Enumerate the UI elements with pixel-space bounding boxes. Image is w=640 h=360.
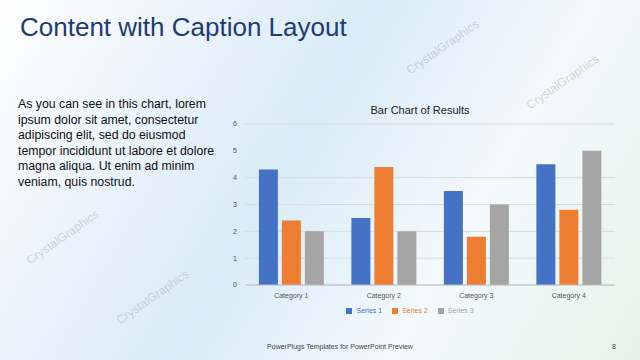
svg-text:Category 2: Category 2 (367, 292, 401, 300)
svg-text:1: 1 (233, 255, 237, 262)
svg-text:3: 3 (233, 201, 237, 208)
svg-text:4: 4 (233, 174, 237, 181)
svg-text:Category 1: Category 1 (274, 292, 308, 300)
svg-text:2: 2 (233, 228, 237, 235)
html-text:CrystalGraphics: CrystalGraphics (113, 266, 192, 328)
html-text:CrystalGraphics: CrystalGraphics (403, 16, 482, 78)
html-text:Series 1: Series 1 (356, 307, 383, 314)
html-text:8: 8 (612, 343, 616, 350)
html-text:As you can see in this chart,: As you can see in this chart, lorem ipsu… (18, 97, 215, 189)
svg-text:0: 0 (233, 281, 237, 288)
html-text:PowerPlugs Templates for Power: PowerPlugs Templates for PowerPoint Prev… (267, 343, 413, 350)
html-text:Content with Caption Layout: Content with Caption Layout (20, 12, 347, 42)
html-text:CrystalGraphics: CrystalGraphics (23, 206, 102, 268)
svg-text:6: 6 (233, 120, 237, 127)
html-text:Series 2: Series 2 (402, 307, 428, 314)
html-text:Bar Chart of Results: Bar Chart of Results (370, 104, 470, 116)
svg-text:Category 4: Category 4 (552, 292, 586, 300)
svg-text:Category 3: Category 3 (459, 292, 493, 300)
html-text:Series 3: Series 3 (447, 307, 474, 314)
svg-text:5: 5 (233, 147, 237, 154)
html-text:CrystalGraphics: CrystalGraphics (523, 51, 602, 113)
